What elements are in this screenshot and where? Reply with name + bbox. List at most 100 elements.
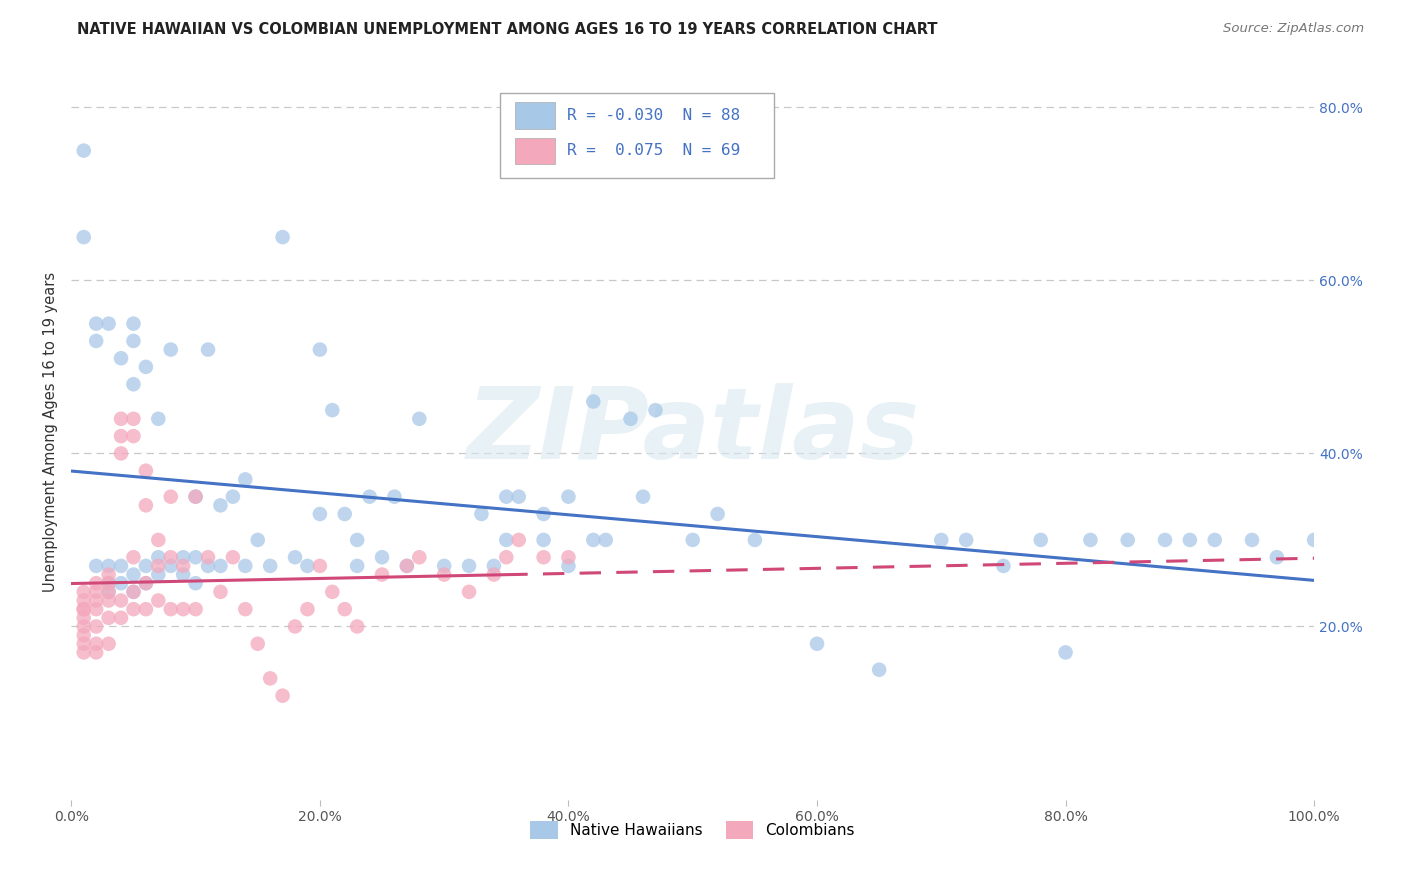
- Point: [458, 558, 481, 573]
- Point: [1080, 533, 1102, 547]
- Point: [533, 507, 555, 521]
- Point: [110, 446, 132, 460]
- Point: [384, 490, 406, 504]
- Point: [1116, 533, 1139, 547]
- Point: [148, 593, 170, 607]
- Point: [159, 558, 181, 573]
- Point: [110, 412, 132, 426]
- Point: [172, 567, 194, 582]
- Point: [110, 611, 132, 625]
- Point: [84, 334, 107, 348]
- Point: [682, 533, 704, 547]
- Point: [159, 602, 181, 616]
- Point: [271, 689, 294, 703]
- Point: [84, 558, 107, 573]
- Point: [1265, 550, 1288, 565]
- Point: [458, 585, 481, 599]
- Point: [557, 490, 579, 504]
- Point: [359, 490, 381, 504]
- Point: [73, 628, 96, 642]
- Point: [97, 593, 120, 607]
- Point: [122, 334, 145, 348]
- Point: [73, 144, 96, 158]
- Point: [84, 619, 107, 633]
- Point: [233, 602, 256, 616]
- Point: [1178, 533, 1201, 547]
- Point: [84, 602, 107, 616]
- Point: [84, 585, 107, 599]
- Point: [321, 585, 343, 599]
- Point: [209, 499, 232, 513]
- Point: [371, 567, 394, 582]
- Point: [209, 558, 232, 573]
- Point: [993, 558, 1015, 573]
- Point: [73, 645, 96, 659]
- Point: [73, 593, 96, 607]
- Point: [148, 558, 170, 573]
- FancyBboxPatch shape: [515, 137, 555, 164]
- Point: [495, 490, 517, 504]
- Text: R =  0.075  N = 69: R = 0.075 N = 69: [567, 144, 741, 159]
- Point: [408, 550, 430, 565]
- Point: [172, 550, 194, 565]
- Point: [259, 558, 281, 573]
- Point: [148, 550, 170, 565]
- Point: [148, 567, 170, 582]
- Point: [508, 533, 530, 547]
- Point: [135, 499, 157, 513]
- Point: [184, 602, 207, 616]
- Point: [309, 343, 332, 357]
- Point: [233, 558, 256, 573]
- Point: [482, 558, 505, 573]
- Point: [97, 585, 120, 599]
- Point: [321, 403, 343, 417]
- Point: [122, 585, 145, 599]
- Point: [122, 585, 145, 599]
- Point: [533, 550, 555, 565]
- Point: [184, 550, 207, 565]
- Point: [97, 576, 120, 591]
- Point: [73, 637, 96, 651]
- Point: [84, 317, 107, 331]
- Point: [135, 576, 157, 591]
- Point: [1240, 533, 1263, 547]
- Point: [222, 550, 245, 565]
- Text: ZIPatlas: ZIPatlas: [467, 384, 920, 480]
- Point: [184, 490, 207, 504]
- Point: [1204, 533, 1226, 547]
- Point: [135, 359, 157, 374]
- Point: [433, 567, 456, 582]
- Point: [73, 619, 96, 633]
- Point: [197, 343, 219, 357]
- Text: NATIVE HAWAIIAN VS COLOMBIAN UNEMPLOYMENT AMONG AGES 16 TO 19 YEARS CORRELATION : NATIVE HAWAIIAN VS COLOMBIAN UNEMPLOYMEN…: [77, 22, 938, 37]
- Point: [84, 645, 107, 659]
- Point: [333, 507, 356, 521]
- Point: [395, 558, 418, 573]
- Point: [84, 593, 107, 607]
- Point: [582, 533, 605, 547]
- Text: R = -0.030  N = 88: R = -0.030 N = 88: [567, 108, 741, 123]
- Point: [582, 394, 605, 409]
- Point: [557, 558, 579, 573]
- Point: [233, 472, 256, 486]
- Point: [1303, 533, 1326, 547]
- Point: [246, 533, 269, 547]
- Point: [172, 558, 194, 573]
- Point: [135, 576, 157, 591]
- Point: [110, 593, 132, 607]
- Point: [309, 507, 332, 521]
- Point: [122, 602, 145, 616]
- Point: [159, 343, 181, 357]
- Point: [508, 490, 530, 504]
- Point: [122, 550, 145, 565]
- Point: [706, 507, 728, 521]
- Point: [97, 567, 120, 582]
- Point: [595, 533, 617, 547]
- Point: [619, 412, 641, 426]
- Point: [172, 602, 194, 616]
- Point: [929, 533, 952, 547]
- Point: [297, 602, 319, 616]
- Point: [395, 558, 418, 573]
- Point: [97, 317, 120, 331]
- Point: [97, 576, 120, 591]
